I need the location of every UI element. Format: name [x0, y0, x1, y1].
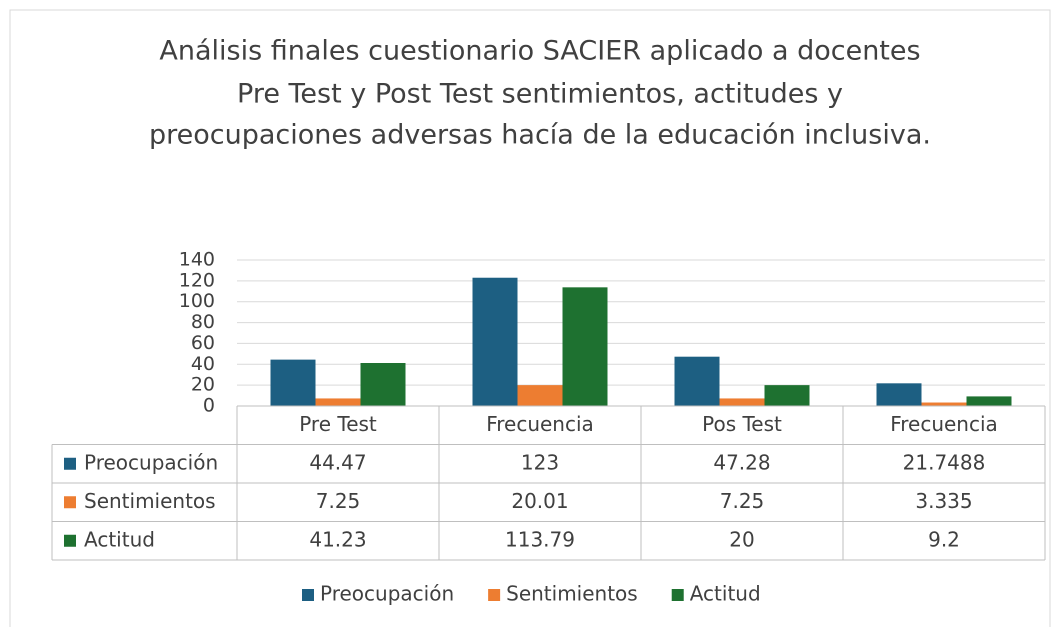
bar — [876, 383, 922, 406]
row-label: Sentimientos — [84, 489, 216, 513]
legend-key — [302, 589, 314, 601]
bar — [921, 402, 967, 406]
bar — [966, 396, 1012, 406]
legend-label: Preocupación — [320, 582, 454, 606]
table-cell: 7.25 — [316, 489, 361, 513]
table-cell: 113.79 — [505, 527, 575, 551]
bar — [562, 287, 608, 406]
y-tick-label: 60 — [191, 332, 215, 354]
x-tick-label: Frecuencia — [890, 412, 998, 436]
bar — [360, 363, 406, 406]
table-cell: 3.335 — [915, 489, 972, 513]
y-tick-label: 40 — [191, 353, 215, 375]
x-tick-label: Frecuencia — [486, 412, 594, 436]
legend-key — [64, 457, 76, 470]
bar — [472, 277, 518, 406]
table-cell: 9.2 — [928, 527, 960, 551]
y-tick-label: 80 — [191, 311, 215, 333]
y-tick-label: 100 — [179, 290, 215, 312]
legend-key — [671, 589, 684, 601]
y-tick-label: 0 — [203, 395, 215, 417]
bar — [674, 356, 720, 406]
row-label: Actitud — [84, 527, 155, 551]
legend-key — [64, 534, 76, 547]
legend-label: Sentimientos — [506, 582, 638, 606]
table-cell: 41.23 — [309, 527, 366, 551]
table-cell: 21.7488 — [903, 450, 986, 474]
x-tick-label: Pos Test — [702, 412, 782, 436]
bar — [270, 359, 316, 406]
table-cell: 47.28 — [713, 450, 770, 474]
chart-title: preocupaciones adversas hacía de la educ… — [149, 120, 931, 151]
chart-title: Pre Test y Post Test sentimientos, actit… — [237, 79, 843, 110]
table-cell: 20.01 — [511, 489, 568, 513]
y-tick-label: 120 — [179, 269, 215, 291]
table-cell: 123 — [521, 450, 559, 474]
legend-key — [64, 496, 76, 509]
legend-key — [488, 589, 501, 601]
chart-title: Análisis finales cuestionario SACIER apl… — [159, 36, 920, 67]
bar — [517, 385, 563, 406]
bar — [764, 385, 810, 406]
x-tick-label: Pre Test — [299, 412, 377, 436]
table-cell: 20 — [729, 527, 754, 551]
table-cell: 44.47 — [309, 450, 366, 474]
bar — [315, 398, 361, 406]
bar — [719, 398, 765, 406]
y-tick-label: 20 — [191, 374, 215, 396]
y-tick-label: 140 — [179, 249, 215, 271]
chart-frame — [9, 9, 1051, 631]
table-cell: 7.25 — [720, 489, 765, 513]
row-label: Preocupación — [84, 450, 218, 474]
legend-label: Actitud — [690, 582, 761, 606]
